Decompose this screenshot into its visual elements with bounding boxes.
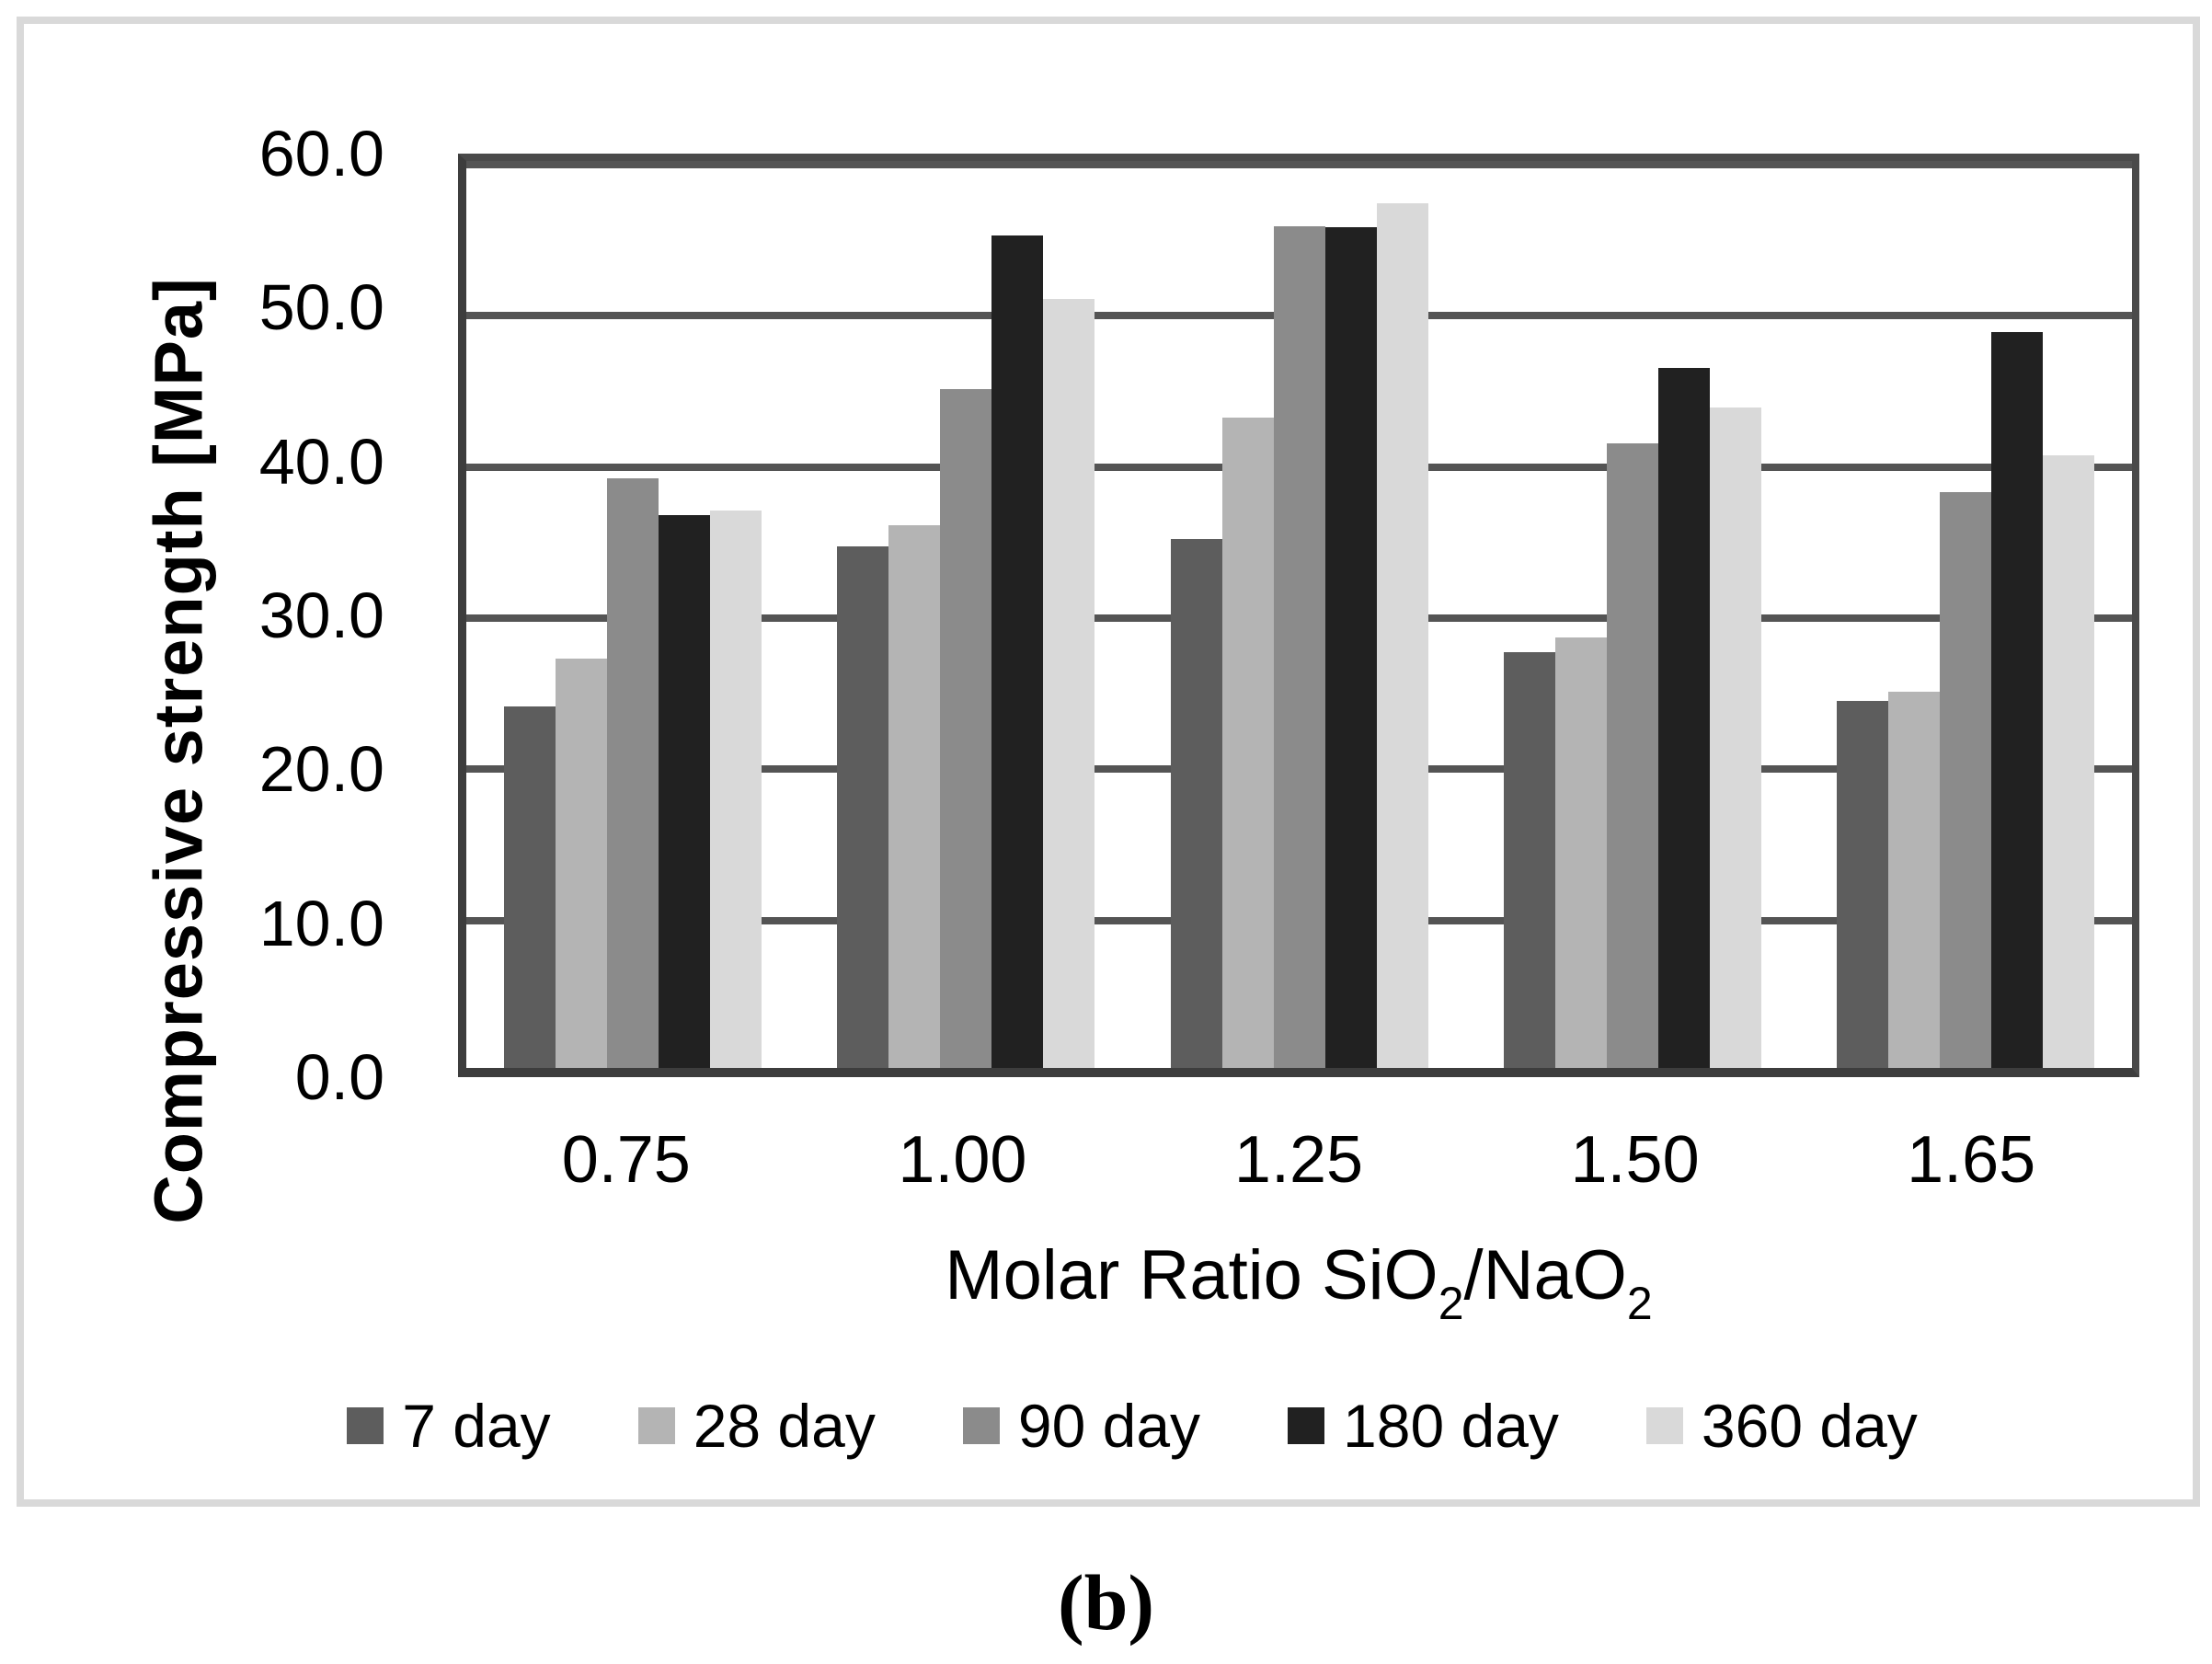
- y-tick-label: 10.0: [258, 887, 384, 959]
- bar-360-day-1.00: [1043, 298, 1095, 1068]
- legend-swatch-icon: [1288, 1407, 1325, 1444]
- x-axis-title: Molar Ratio SiO2/NaO2: [458, 1236, 2139, 1343]
- legend-swatch-icon: [1645, 1407, 1683, 1444]
- y-axis-tick-labels: 0.0 10.0 20.0 30.0 40.0 50.0 60.0: [24, 121, 384, 1109]
- bar-90-day-1.65: [1939, 491, 1991, 1068]
- bar-groups: [466, 161, 2132, 1068]
- bar-28-day-0.75: [556, 658, 608, 1068]
- bar-group-1.25: [1132, 161, 1465, 1068]
- bar-360-day-1.25: [1376, 203, 1428, 1068]
- y-tick-label: 40.0: [258, 425, 384, 498]
- x-tick-label: 0.75: [561, 1123, 691, 1197]
- y-tick-label: 50.0: [258, 271, 384, 344]
- y-tick-label: 30.0: [258, 580, 384, 651]
- x-tick-label: 1.50: [1570, 1123, 1700, 1197]
- plot-area: [458, 154, 2139, 1077]
- x-axis-title-subscript: 2: [1438, 1278, 1464, 1329]
- bar-90-day-1.00: [940, 389, 992, 1068]
- bar-90-day-0.75: [607, 478, 659, 1068]
- legend-label: 28 day: [693, 1392, 876, 1460]
- x-tick-label: 1.00: [898, 1123, 1027, 1197]
- bar-180-day-0.75: [659, 514, 711, 1068]
- bar-7-day-0.75: [504, 706, 556, 1068]
- bar-7-day-1.25: [1170, 538, 1222, 1068]
- legend-label: 180 day: [1343, 1392, 1559, 1460]
- bar-90-day-1.25: [1273, 225, 1325, 1068]
- bar-360-day-1.50: [1709, 407, 1761, 1068]
- x-tick-label: 1.65: [1907, 1123, 2036, 1197]
- y-tick-label: 60.0: [258, 118, 384, 189]
- bar-28-day-1.00: [888, 525, 941, 1068]
- bar-group-1.65: [1799, 161, 2132, 1068]
- legend-swatch-icon: [347, 1407, 384, 1444]
- legend-swatch-icon: [637, 1407, 675, 1444]
- y-tick-label: 0.0: [294, 1041, 384, 1113]
- legend-swatch-icon: [962, 1407, 1000, 1444]
- gridline: [466, 161, 2132, 168]
- bar-group-1.00: [799, 161, 1132, 1068]
- bar-360-day-1.65: [2042, 455, 2094, 1068]
- x-tick-label: 1.25: [1233, 1123, 1364, 1197]
- bar-180-day-1.65: [1990, 331, 2043, 1068]
- bar-7-day-1.65: [1836, 700, 1888, 1068]
- bar-180-day-1.25: [1324, 227, 1377, 1068]
- bar-7-day-1.00: [837, 546, 889, 1068]
- legend-item-90-day: 90 day: [962, 1391, 1201, 1461]
- figure-caption: (b): [1057, 1558, 1155, 1647]
- bar-28-day-1.65: [1887, 691, 1940, 1068]
- legend-label: 7 day: [402, 1392, 551, 1460]
- bar-90-day-1.50: [1606, 443, 1658, 1068]
- bar-group-1.50: [1466, 161, 1799, 1068]
- x-axis-title-text: /NaO: [1463, 1236, 1627, 1314]
- bar-7-day-1.50: [1503, 652, 1555, 1068]
- legend: 7 day 28 day 90 day 180 day 360 day: [40, 1391, 2212, 1461]
- x-axis-tick-labels: 0.75 1.00 1.25 1.50 1.65: [458, 1124, 2139, 1196]
- legend-item-180-day: 180 day: [1288, 1391, 1559, 1461]
- bar-360-day-0.75: [710, 510, 762, 1068]
- x-axis-title-text: Molar Ratio SiO: [945, 1236, 1438, 1314]
- bar-28-day-1.25: [1221, 418, 1274, 1068]
- bar-28-day-1.50: [1554, 637, 1607, 1068]
- legend-item-7-day: 7 day: [347, 1391, 551, 1461]
- legend-item-360-day: 360 day: [1645, 1391, 1918, 1461]
- x-axis-title-subscript: 2: [1626, 1278, 1653, 1329]
- legend-item-28-day: 28 day: [637, 1391, 876, 1461]
- legend-label: 90 day: [1017, 1392, 1201, 1460]
- bar-180-day-1.50: [1657, 368, 1710, 1068]
- y-tick-label: 20.0: [258, 733, 384, 806]
- legend-label: 360 day: [1701, 1392, 1918, 1460]
- bar-180-day-1.00: [991, 235, 1044, 1068]
- bar-group-0.75: [466, 161, 799, 1068]
- figure-frame: Compressive strength [MPa] 0.0 10.0 20.0 30…: [17, 17, 2200, 1507]
